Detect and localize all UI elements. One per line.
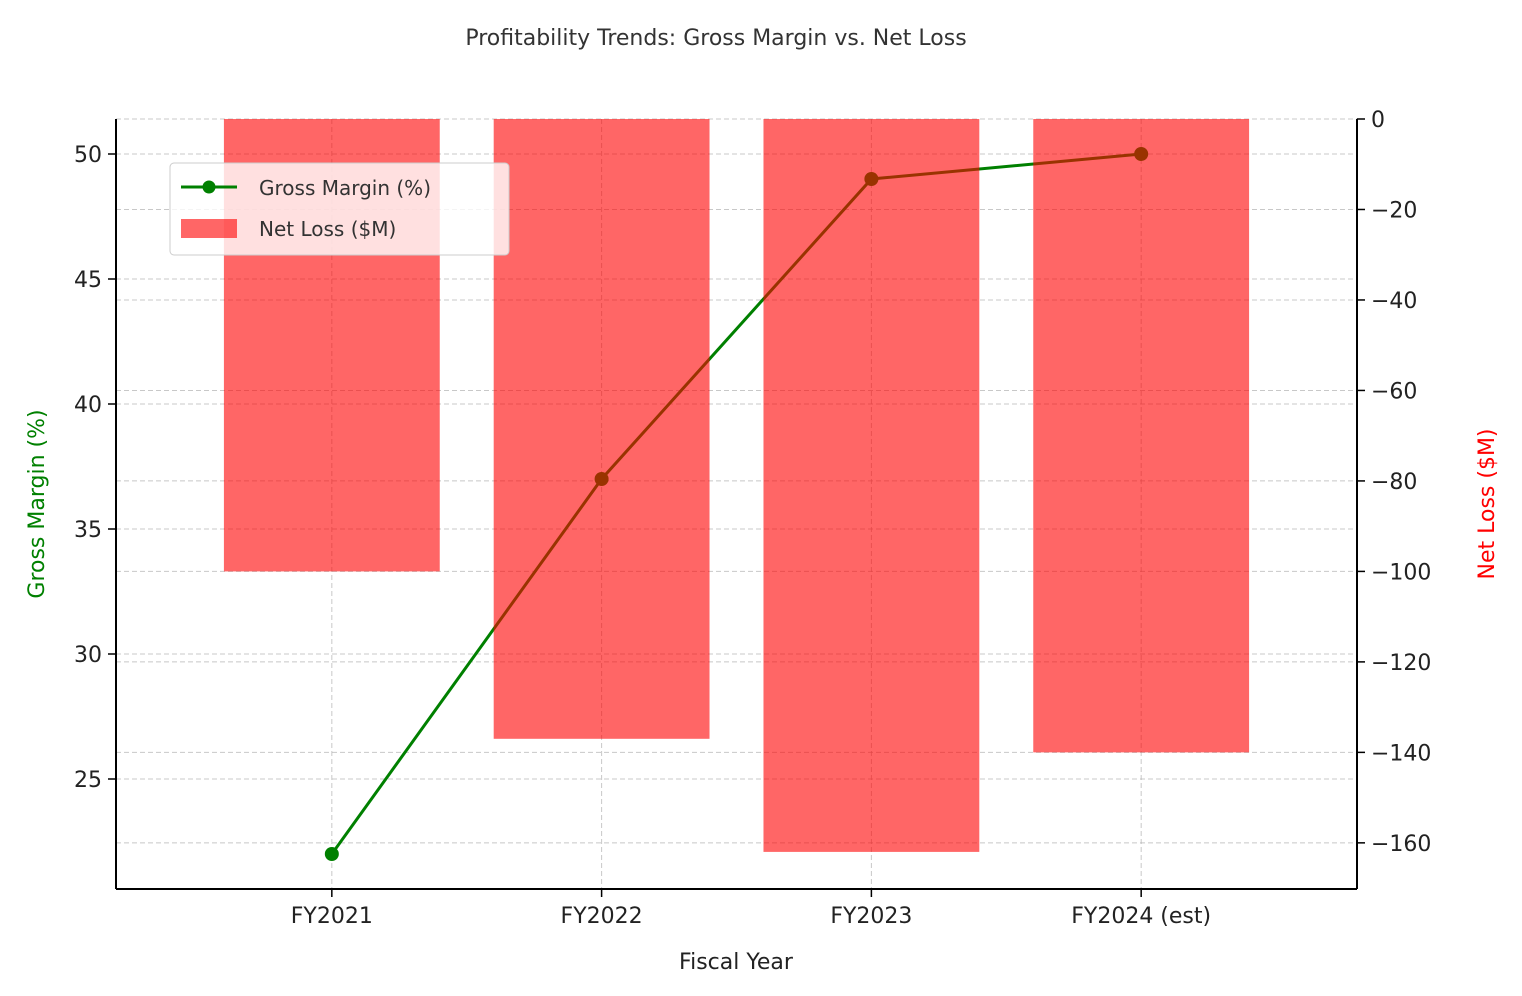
net-loss-bar [763,119,980,852]
axes: 25 30 35 40 45 50 0 −20 −40 −60 −80 −100 −120 −140 −16… [74,108,1431,929]
right-tick-label: −20 [1371,198,1417,223]
right-tick-label: −160 [1371,832,1431,857]
legend-box [169,162,510,256]
x-axis-label: Fiscal Year [679,950,794,975]
right-tick-label: −40 [1371,289,1417,314]
left-tick-label: 45 [74,268,102,293]
x-tick-label: FY2022 [561,904,643,929]
legend-label-net-loss: Net Loss ($M) [259,217,396,241]
x-tick-label: FY2024 (est) [1071,904,1211,929]
legend-marker-swatch [202,180,216,194]
x-tick-label: FY2023 [830,904,912,929]
left-tick-label: 40 [74,393,102,418]
legend-bar-swatch [181,219,237,238]
chart-title: Profitability Trends: Gross Margin vs. N… [465,26,966,51]
x-tick-label: FY2021 [291,904,373,929]
left-tick-label: 35 [74,518,102,543]
right-tick-label: −60 [1371,379,1417,404]
left-tick-label: 30 [74,643,102,668]
right-tick-label: −80 [1371,470,1417,495]
gross-margin-line [330,152,1142,855]
right-axis-label: Net Loss ($M) [1475,428,1500,579]
left-axis-label: Gross Margin (%) [25,409,50,598]
legend-label-gross-margin: Gross Margin (%) [259,176,431,200]
left-tick-label: 25 [74,768,102,793]
left-tick-label: 50 [74,143,102,168]
net-loss-bar [493,119,710,739]
net-loss-bar [1033,119,1250,753]
legend: Gross Margin (%) Net Loss ($M) [169,162,510,256]
right-tick-label: −100 [1371,560,1431,585]
right-tick-label: −120 [1371,651,1431,676]
right-tick-label: −140 [1371,741,1431,766]
gross-margin-point [324,847,339,861]
right-tick-label: 0 [1371,108,1385,133]
